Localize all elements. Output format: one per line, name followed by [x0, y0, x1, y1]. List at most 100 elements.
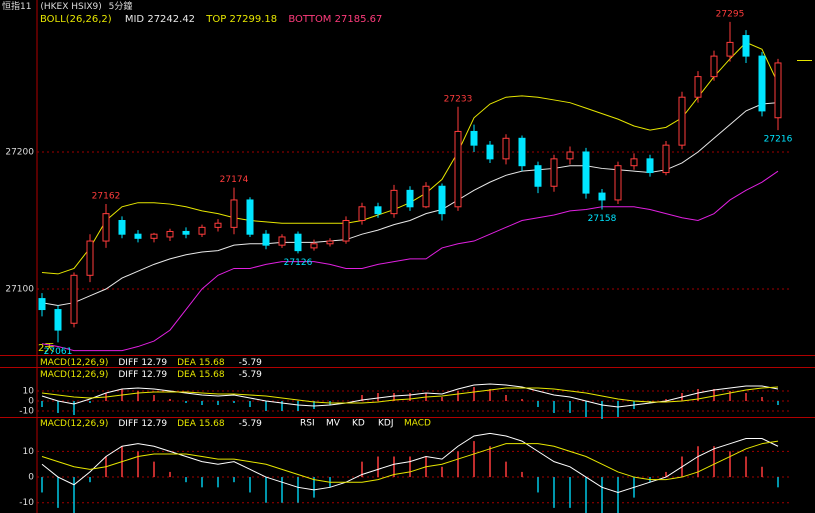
y-tick-label: 0	[28, 473, 34, 483]
candle-body	[150, 233, 158, 239]
candle-body	[422, 185, 430, 208]
y-tick-label: 10	[23, 387, 35, 397]
candle-body	[566, 151, 574, 160]
candle-body	[406, 189, 414, 208]
indicator-legend: MACD(12,26,9) DIFF 12.79 DEA 15.68 -5.79	[40, 370, 262, 380]
period-label: 2天	[38, 343, 54, 354]
indicator-name[interactable]: BOLL(26,26,2)	[40, 14, 112, 25]
candle-body	[694, 76, 702, 98]
indicator-legend: MACD(12,26,9) DIFF 12.79 DEA 15.68 -5.79	[40, 358, 262, 368]
indicator-tab[interactable]: RSI	[300, 419, 315, 429]
candle-body	[726, 41, 734, 57]
series-line	[41, 440, 779, 483]
candle-body	[102, 213, 110, 242]
indicator-legend: MACD(12,26,9) DIFF 12.79 DEA 15.68 -5.79	[40, 419, 262, 429]
header-period: 5分鐘	[109, 0, 133, 12]
legend-name: DIFF	[118, 419, 138, 429]
price-annotation: 27158	[588, 214, 617, 224]
legend-value: 27185.67	[335, 14, 383, 25]
candle-body	[662, 144, 670, 174]
candle-body	[550, 158, 558, 187]
price-annotation: 27216	[764, 135, 793, 145]
price-annotation: 27162	[92, 192, 121, 202]
candle-body	[502, 137, 510, 160]
candle-body	[214, 222, 222, 228]
legend-name: DEA	[177, 370, 197, 380]
legend-value: 15.68	[199, 358, 225, 368]
indicator-tab[interactable]: MACD	[404, 419, 431, 429]
indicator-tab[interactable]: MV	[326, 419, 341, 429]
candle-body	[278, 236, 286, 246]
y-tick-label: -10	[19, 407, 34, 417]
price-annotation: 27295	[716, 9, 745, 19]
legend-value: 27242.42	[147, 14, 195, 25]
price-annotation: 27061	[44, 347, 73, 357]
series-line	[41, 170, 779, 352]
legend-name: DIFF	[118, 370, 138, 380]
legend-name: MID	[125, 14, 145, 25]
legend-name: DEA	[177, 419, 197, 429]
legend-value: 12.79	[141, 370, 167, 380]
candle-body	[534, 165, 542, 187]
candle-body	[70, 274, 78, 324]
candle-body	[326, 240, 334, 245]
candle-body	[390, 189, 398, 215]
candle-body	[166, 230, 174, 238]
y-tick-label: -10	[19, 498, 34, 508]
price-annotation: 27126	[284, 258, 313, 268]
candle-body	[630, 158, 638, 167]
candle-body	[38, 298, 46, 311]
candle-body	[374, 206, 382, 215]
legend-value: 15.68	[199, 419, 225, 429]
candle-body	[758, 55, 766, 112]
series-line	[41, 432, 779, 493]
candle-body	[614, 165, 622, 201]
candle-body	[486, 144, 494, 160]
candle-body	[518, 137, 526, 167]
series-line	[41, 102, 779, 306]
candle-body	[710, 55, 718, 78]
candle-body	[262, 233, 270, 246]
indicator-tab[interactable]: KD	[352, 419, 365, 429]
candle-body	[294, 233, 302, 252]
indicator-name: MACD(12,26,9)	[40, 370, 108, 380]
header-code: (HKEX HSIX9)	[40, 2, 101, 12]
candle-body	[342, 220, 350, 242]
candle-body	[118, 220, 126, 235]
candle-body	[182, 230, 190, 235]
candle-body	[582, 151, 590, 194]
indicator-name: MACD(12,26,9)	[40, 419, 108, 429]
legend-value: 15.68	[199, 370, 225, 380]
candle-body	[86, 240, 94, 276]
candle-body	[54, 309, 62, 331]
candle-body	[246, 199, 254, 235]
y-tick-label: 27200	[5, 148, 34, 158]
candle-body	[470, 130, 478, 146]
price-annotation: 27174	[220, 175, 249, 185]
candle-body	[774, 62, 782, 119]
header-title: 恒指11	[2, 0, 31, 12]
candle-body	[742, 35, 750, 57]
y-tick-label: 10	[23, 447, 35, 457]
legend-name: TOP	[205, 14, 226, 25]
indicator-tab[interactable]: KDJ	[378, 419, 394, 429]
candle-body	[134, 233, 142, 239]
legend-value: 12.79	[141, 358, 167, 368]
legend-value: -5.79	[239, 370, 263, 380]
legend-value: -5.79	[239, 419, 263, 429]
legend-value: 12.79	[141, 419, 167, 429]
legend: BOLL(26,26,2) MID 27242.42 TOP 27299.18 …	[40, 14, 382, 25]
legend-value: 27299.18	[229, 14, 277, 25]
indicator-name: MACD(12,26,9)	[40, 358, 108, 368]
series-line	[41, 383, 779, 408]
legend-name: DIFF	[118, 358, 138, 368]
series-line	[41, 386, 779, 404]
y-tick-label: 0	[28, 397, 34, 407]
y-tick-label: 27100	[5, 285, 34, 295]
candle-body	[438, 185, 446, 215]
candle-body	[678, 96, 686, 146]
legend-value: -5.79	[239, 358, 263, 368]
candle-body	[646, 158, 654, 174]
price-annotation: 27233	[444, 94, 473, 104]
